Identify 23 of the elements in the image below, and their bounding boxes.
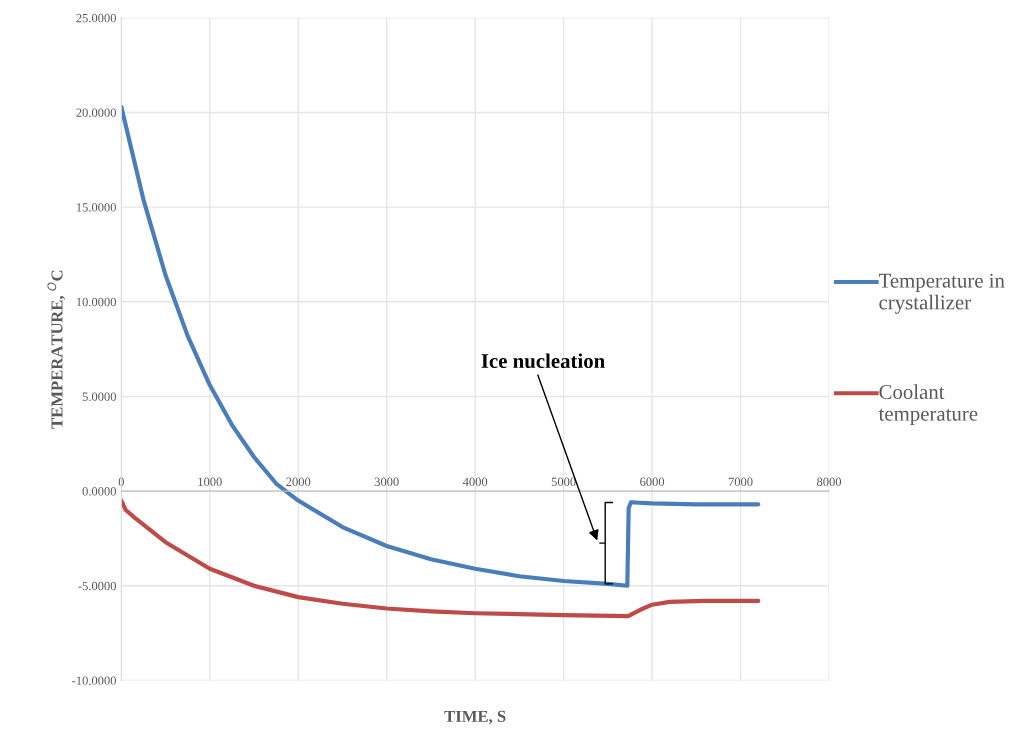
y-tick-label: -5.0000 [78,581,116,591]
x-tick-label: 3000 [374,477,399,487]
x-tick-label: 4000 [462,477,488,487]
x-tick-label: 1000 [198,477,222,487]
legend-label: Temperature in crystallizer [878,273,1005,314]
x-tick-label: 2000 [286,477,311,487]
y-tick-label: 5.0000 [82,392,116,401]
x-tick-label: 6000 [640,477,665,487]
y-tick-label: 0.0000 [82,487,116,496]
line-series [121,498,761,619]
x-tick-label: 8000 [817,477,842,487]
y-tick-label: 15.0000 [76,203,116,212]
x-axis-title: TIME, S [444,710,506,725]
y-tick-label: 10.0000 [76,297,116,307]
y-tick-label: 20.0000 [76,108,116,117]
y-axis-title: TEMPERATURE, $^{O}$C [47,270,66,429]
y-tick-label: 25.0000 [76,13,116,23]
annotation: Ice nucleation [481,353,605,369]
x-tick-label: 0 [118,477,124,487]
x-tick-label: 5000 [551,477,576,487]
legend-label: Coolant temperature [878,384,978,426]
x-tick-label: 7000 [728,477,753,487]
y-tick-label: -10.0000 [72,676,116,685]
